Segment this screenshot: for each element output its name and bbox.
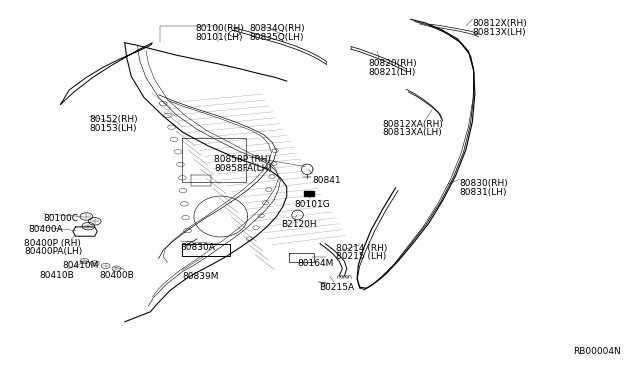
Text: 80858FA(LH): 80858FA(LH) [214, 164, 272, 173]
Text: 80410M: 80410M [63, 261, 99, 270]
Text: 80830(RH): 80830(RH) [460, 179, 508, 188]
Text: 80831(LH): 80831(LH) [460, 188, 507, 197]
Text: 80153(LH): 80153(LH) [90, 124, 137, 132]
Text: 80834Q(RH): 80834Q(RH) [250, 24, 305, 33]
Text: 80813XA(LH): 80813XA(LH) [383, 128, 442, 137]
Text: 80400B: 80400B [99, 271, 134, 280]
Text: 80400A: 80400A [29, 225, 63, 234]
Text: 80215 (LH): 80215 (LH) [336, 252, 387, 261]
Text: 80410B: 80410B [40, 271, 74, 280]
Text: 80400PA(LH): 80400PA(LH) [24, 247, 83, 256]
Text: B0215A: B0215A [319, 283, 354, 292]
Text: B2120H: B2120H [282, 220, 317, 229]
Text: 80164M: 80164M [298, 259, 334, 267]
Text: 80100(RH): 80100(RH) [195, 24, 244, 33]
Text: 80812XA(RH): 80812XA(RH) [383, 120, 444, 129]
Text: 80820(RH): 80820(RH) [368, 59, 417, 68]
Text: 80858P (RH): 80858P (RH) [214, 155, 271, 164]
Text: 80830A: 80830A [180, 243, 215, 251]
Text: 80821(LH): 80821(LH) [368, 68, 415, 77]
Text: 80214 (RH): 80214 (RH) [336, 244, 387, 253]
Text: 80812X(RH): 80812X(RH) [472, 19, 527, 28]
Text: 80100C: 80100C [44, 214, 79, 223]
Text: RB00004N: RB00004N [573, 347, 621, 356]
Text: 80400P (RH): 80400P (RH) [24, 239, 81, 248]
Polygon shape [304, 191, 314, 196]
Text: 80835Q(LH): 80835Q(LH) [250, 33, 304, 42]
Text: 80152(RH): 80152(RH) [90, 115, 138, 124]
Text: 80839M: 80839M [182, 272, 219, 280]
Text: 80841: 80841 [312, 176, 341, 185]
Text: 80813X(LH): 80813X(LH) [472, 28, 526, 37]
Text: 80101(LH): 80101(LH) [195, 33, 243, 42]
Text: 80101G: 80101G [294, 200, 330, 209]
